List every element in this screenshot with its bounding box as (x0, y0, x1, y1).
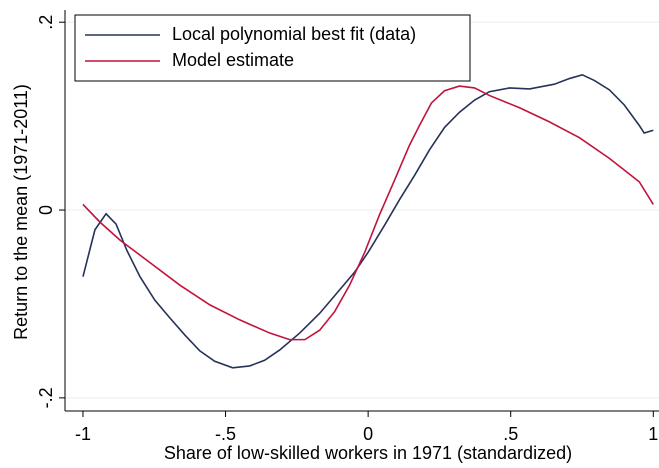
x-axis-label: Share of low-skilled workers in 1971 (st… (164, 443, 572, 463)
y-axis-label: Return to the mean (1971-2011) (11, 84, 31, 340)
y-tick-label: .2 (36, 15, 56, 30)
x-tick-label: 0 (363, 424, 373, 444)
y-tick-label: -.2 (36, 387, 56, 408)
x-tick-label: .5 (503, 424, 518, 444)
x-tick-label: 1 (648, 424, 658, 444)
x-tick-label: -1 (75, 424, 91, 444)
x-tick-label: -.5 (215, 424, 236, 444)
data-line (82, 85, 654, 341)
legend-box (74, 14, 471, 82)
y-tick-label: 0 (36, 205, 56, 215)
data-line (82, 73, 654, 369)
legend-label: Model estimate (172, 50, 294, 70)
legend-label: Local polynomial best fit (data) (172, 24, 416, 44)
